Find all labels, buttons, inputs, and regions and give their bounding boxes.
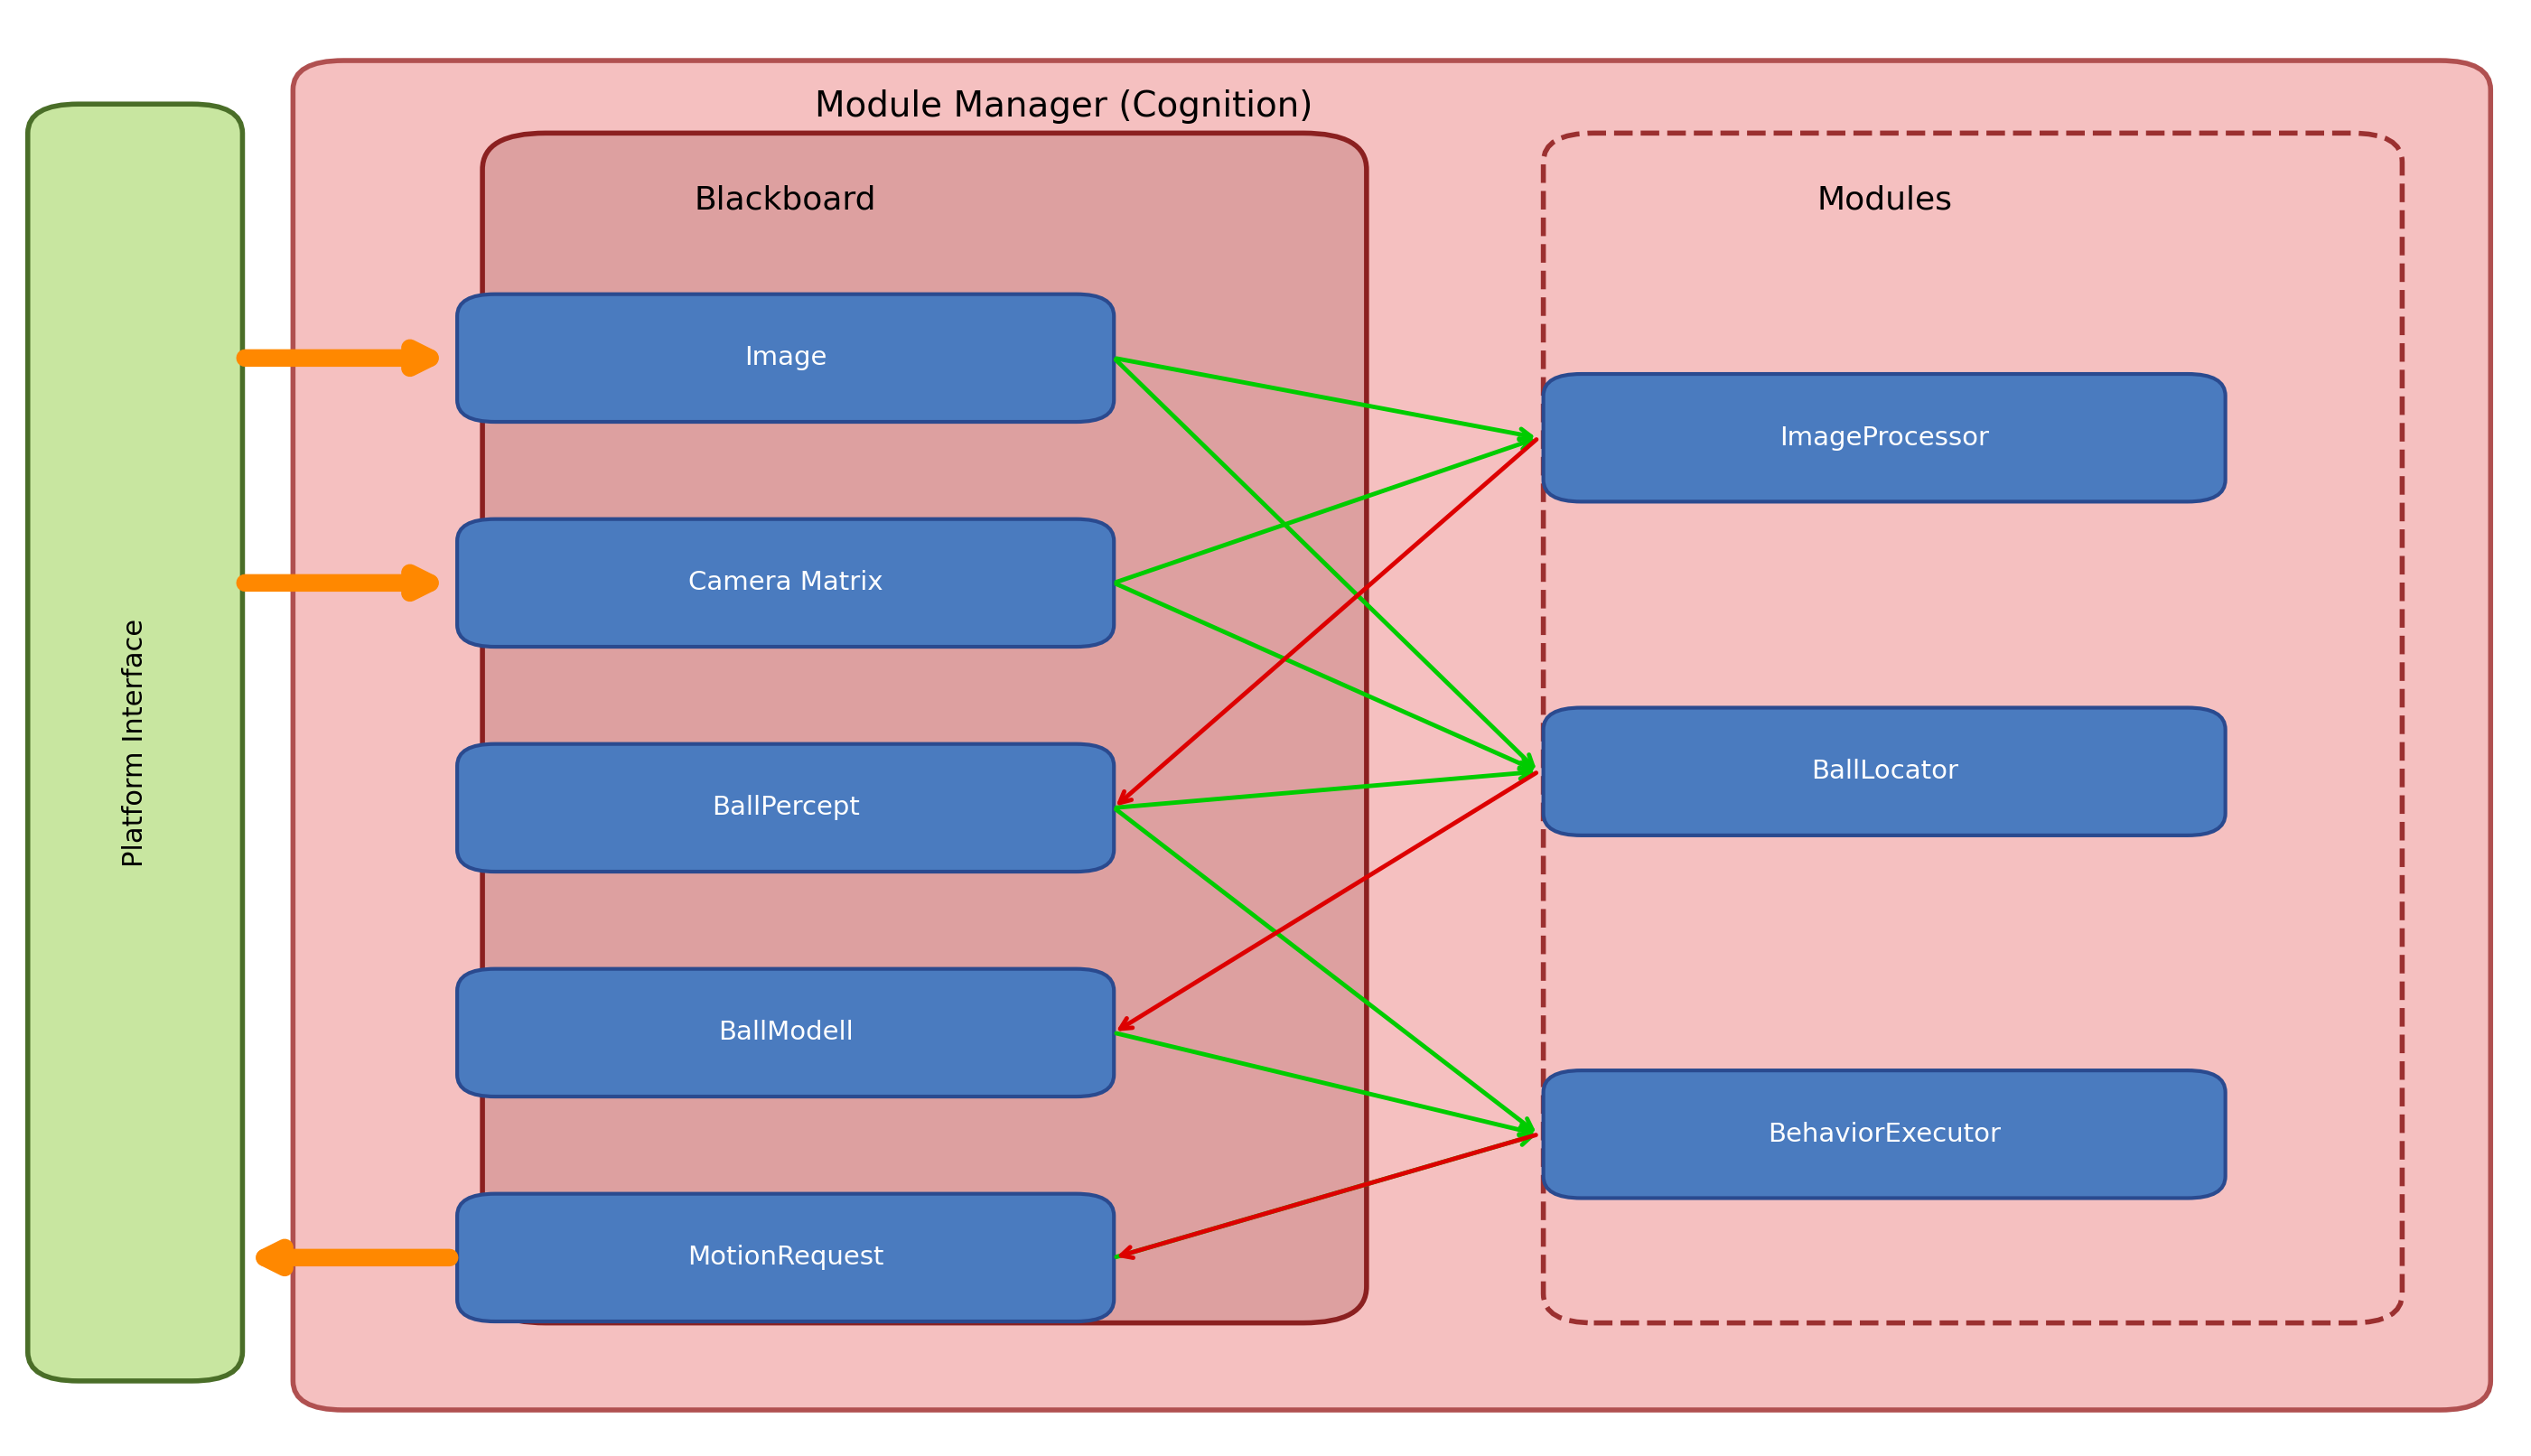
FancyBboxPatch shape bbox=[458, 518, 1114, 646]
Text: Platform Interface: Platform Interface bbox=[121, 619, 149, 866]
Text: Image: Image bbox=[744, 345, 828, 371]
Text: BallModell: BallModell bbox=[719, 1021, 853, 1045]
FancyBboxPatch shape bbox=[458, 294, 1114, 422]
Text: BehaviorExecutor: BehaviorExecutor bbox=[1767, 1121, 2002, 1147]
FancyBboxPatch shape bbox=[458, 968, 1114, 1096]
Text: MotionRequest: MotionRequest bbox=[688, 1245, 883, 1270]
FancyBboxPatch shape bbox=[1544, 1070, 2225, 1198]
FancyBboxPatch shape bbox=[28, 103, 243, 1380]
FancyBboxPatch shape bbox=[1544, 132, 2402, 1324]
Text: Blackboard: Blackboard bbox=[693, 185, 876, 215]
FancyBboxPatch shape bbox=[294, 61, 2491, 1409]
Text: Camera Matrix: Camera Matrix bbox=[688, 571, 883, 596]
Text: Modules: Modules bbox=[1817, 185, 1951, 215]
Text: Module Manager (Cognition): Module Manager (Cognition) bbox=[815, 90, 1314, 124]
FancyBboxPatch shape bbox=[1544, 708, 2225, 836]
FancyBboxPatch shape bbox=[458, 744, 1114, 872]
Text: ImageProcessor: ImageProcessor bbox=[1779, 425, 1989, 450]
FancyBboxPatch shape bbox=[483, 132, 1367, 1324]
FancyBboxPatch shape bbox=[458, 1194, 1114, 1322]
Text: BallPercept: BallPercept bbox=[711, 795, 861, 820]
Text: BallLocator: BallLocator bbox=[1810, 759, 1959, 785]
FancyBboxPatch shape bbox=[1544, 374, 2225, 502]
